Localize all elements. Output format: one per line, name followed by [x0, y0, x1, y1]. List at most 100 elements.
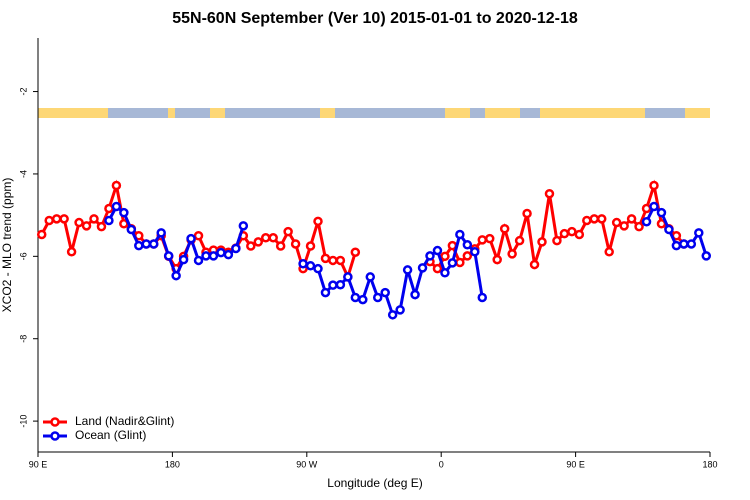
- data-point: [305, 261, 316, 271]
- data-point: [44, 215, 54, 226]
- data-point: [649, 201, 659, 212]
- y-axis-label: XCO2 - MLO trend (ppm): [0, 178, 14, 313]
- data-point: [694, 228, 704, 238]
- data-point: [492, 254, 502, 265]
- data-point: [395, 305, 405, 315]
- data-point: [36, 229, 47, 240]
- data-point: [559, 228, 570, 239]
- data-point: [358, 294, 368, 305]
- data-point: [499, 223, 510, 234]
- y-tick-label: -10: [18, 415, 28, 428]
- x-tick-label: 90 E: [29, 459, 48, 469]
- data-point: [253, 237, 264, 247]
- chart-title: 55N-60N September (Ver 10) 2015-01-01 to…: [172, 10, 578, 27]
- data-point: [193, 255, 204, 266]
- data-point: [283, 226, 293, 237]
- data-point: [111, 201, 122, 212]
- data-point: [552, 235, 562, 246]
- data-point: [440, 251, 450, 262]
- data-point: [320, 253, 331, 264]
- x-tick-label: 180: [702, 459, 717, 469]
- data-point: [171, 270, 181, 281]
- data-point: [626, 214, 637, 224]
- data-point: [619, 221, 629, 231]
- data-point: [59, 214, 69, 224]
- y-tick-label: -2: [18, 88, 28, 96]
- data-point: [260, 233, 271, 243]
- y-tick-label: -4: [18, 170, 28, 178]
- data-point: [372, 292, 383, 303]
- data-point: [208, 251, 219, 261]
- y-tick-label: -6: [18, 252, 28, 260]
- data-point: [649, 180, 659, 191]
- y-tick-label: -8: [18, 335, 28, 343]
- data-point: [201, 251, 211, 261]
- x-axis-label: Longitude (deg E): [327, 476, 422, 490]
- data-point: [470, 247, 480, 257]
- data-point: [320, 287, 331, 298]
- data-point: [111, 180, 122, 191]
- data-point: [104, 215, 114, 226]
- data-point: [611, 217, 622, 228]
- x-tick-label: 0: [439, 459, 444, 469]
- data-point: [246, 241, 256, 251]
- data-point: [365, 272, 376, 282]
- data-point: [641, 203, 652, 214]
- x-tick-label: 90 W: [296, 459, 318, 469]
- data-point: [275, 241, 286, 251]
- data-point: [432, 245, 443, 256]
- data-point: [163, 251, 174, 261]
- data-point: [119, 207, 129, 218]
- data-point: [679, 239, 689, 249]
- data-point: [417, 263, 428, 273]
- data-point: [290, 239, 301, 249]
- data-point: [89, 214, 99, 224]
- data-point: [567, 226, 577, 237]
- data-point: [74, 217, 84, 228]
- data-point: [335, 280, 346, 290]
- data-point: [238, 221, 249, 231]
- data-point: [350, 292, 361, 303]
- data-point: [544, 188, 555, 199]
- land-ocean-strip: [38, 108, 710, 118]
- data-point: [529, 259, 540, 270]
- data-point: [522, 208, 532, 219]
- data-point: [589, 214, 600, 224]
- data-point: [298, 258, 308, 269]
- data-point: [380, 287, 390, 298]
- data-point: [328, 255, 338, 266]
- data-point: [440, 268, 450, 278]
- data-point: [216, 247, 226, 258]
- data-point: [193, 230, 204, 241]
- data-point: [343, 272, 353, 282]
- data-point: [313, 263, 323, 274]
- data-point: [686, 239, 697, 249]
- data-point: [432, 263, 443, 274]
- data-point: [596, 214, 607, 224]
- series-line: [302, 231, 484, 318]
- x-tick-label: 90 E: [566, 459, 585, 469]
- data-point: [305, 241, 316, 251]
- x-tick-label: 180: [165, 459, 180, 469]
- legend-label: Ocean (Glint): [75, 428, 146, 442]
- data-point: [462, 240, 473, 250]
- data-point: [455, 257, 465, 268]
- data-point: [126, 224, 137, 235]
- data-point: [664, 224, 674, 235]
- data-point: [574, 229, 585, 240]
- data-point: [335, 255, 346, 266]
- data-point: [447, 258, 458, 268]
- data-point: [477, 235, 488, 245]
- data-point: [104, 203, 114, 214]
- data-point: [313, 216, 323, 227]
- data-point: [514, 235, 525, 246]
- data-point: [656, 207, 667, 218]
- data-point: [134, 240, 144, 251]
- legend-marker: [50, 417, 60, 427]
- data-point: [141, 239, 152, 249]
- data-point: [223, 249, 234, 260]
- data-point: [268, 233, 278, 243]
- data-point: [178, 254, 189, 265]
- data-point: [410, 289, 420, 300]
- data-point: [604, 247, 614, 257]
